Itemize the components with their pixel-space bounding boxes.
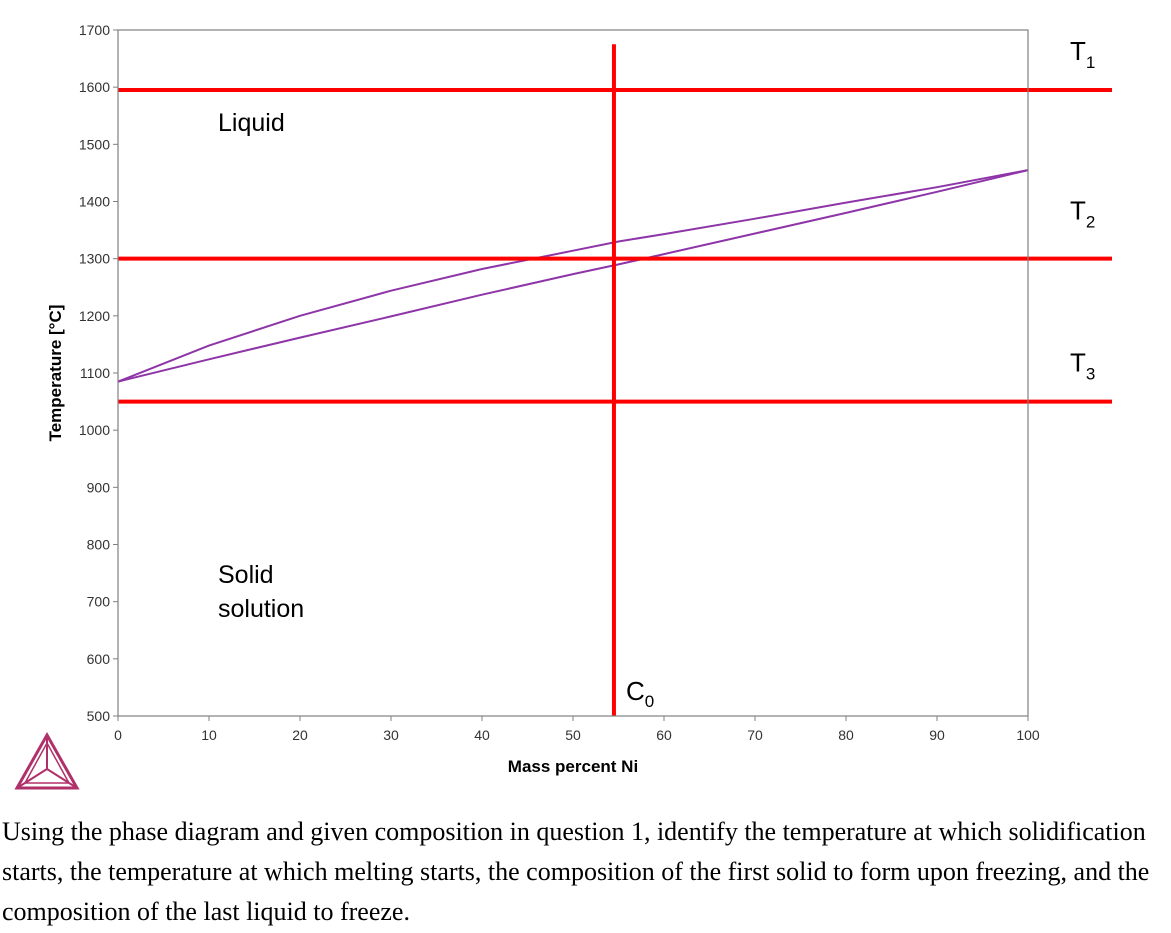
region-label-solid-line1: Solid bbox=[218, 561, 274, 589]
phase-boundary-curves bbox=[117, 169, 1029, 383]
x-tick-label: 70 bbox=[747, 727, 763, 743]
temperature-line-label-3: T3 bbox=[1070, 348, 1095, 384]
phase-curve-2 bbox=[117, 169, 1029, 383]
phase-curve-1 bbox=[117, 169, 1029, 383]
y-tick-label: 1400 bbox=[79, 194, 110, 210]
x-tick-label: 90 bbox=[929, 727, 945, 743]
temperature-line-label-1: T1 bbox=[1070, 36, 1095, 72]
x-tick-label: 80 bbox=[838, 727, 854, 743]
y-tick-label: 800 bbox=[87, 537, 111, 553]
x-tick-label: 0 bbox=[114, 727, 122, 743]
y-tick-label: 1200 bbox=[79, 308, 110, 324]
y-tick-label: 500 bbox=[87, 708, 111, 724]
y-tick-label: 700 bbox=[87, 594, 111, 610]
x-tick-label: 30 bbox=[383, 727, 399, 743]
y-tick-label: 1300 bbox=[79, 251, 110, 267]
question-text: Using the phase diagram and given compos… bbox=[2, 817, 1150, 926]
region-label-liquid: Liquid bbox=[218, 109, 285, 137]
y-tick-label: 1600 bbox=[79, 79, 110, 95]
x-tick-label: 20 bbox=[292, 727, 308, 743]
y-tick-label: 600 bbox=[87, 651, 111, 667]
x-tick-label: 60 bbox=[656, 727, 672, 743]
x-tick-label: 100 bbox=[1016, 727, 1040, 743]
y-tick-label: 900 bbox=[87, 479, 111, 495]
x-tick-label: 50 bbox=[565, 727, 581, 743]
x-tick-label: 10 bbox=[201, 727, 217, 743]
temperature-line-label-2: T2 bbox=[1070, 196, 1095, 232]
x-axis-label: Mass percent Ni bbox=[508, 757, 638, 776]
phase-diagram-chart: 5006007008009001000110012001300140015001… bbox=[14, 22, 1112, 790]
composition-line-label: C0 bbox=[626, 676, 654, 711]
x-axis-ticks: 0 10 20 30 40 50 60 70 80 90 100 bbox=[114, 716, 1040, 743]
y-axis-label: Temperature [°C] bbox=[46, 305, 65, 442]
y-tick-label: 1500 bbox=[79, 136, 110, 152]
plot-frame bbox=[117, 29, 1029, 717]
thermo-calc-logo bbox=[14, 731, 80, 790]
y-tick-label: 1700 bbox=[79, 22, 110, 38]
x-tick-label: 40 bbox=[474, 727, 490, 743]
y-tick-label: 1100 bbox=[80, 365, 110, 381]
region-label-solid-line2: solution bbox=[218, 595, 304, 623]
y-tick-label: 1000 bbox=[79, 422, 110, 438]
y-axis-ticks: 500 600 700 800 900 1000 1100 1200 1300 1400 1500 1… bbox=[79, 22, 118, 724]
reference-lines: T1 T2 T3 C0 bbox=[118, 36, 1112, 716]
